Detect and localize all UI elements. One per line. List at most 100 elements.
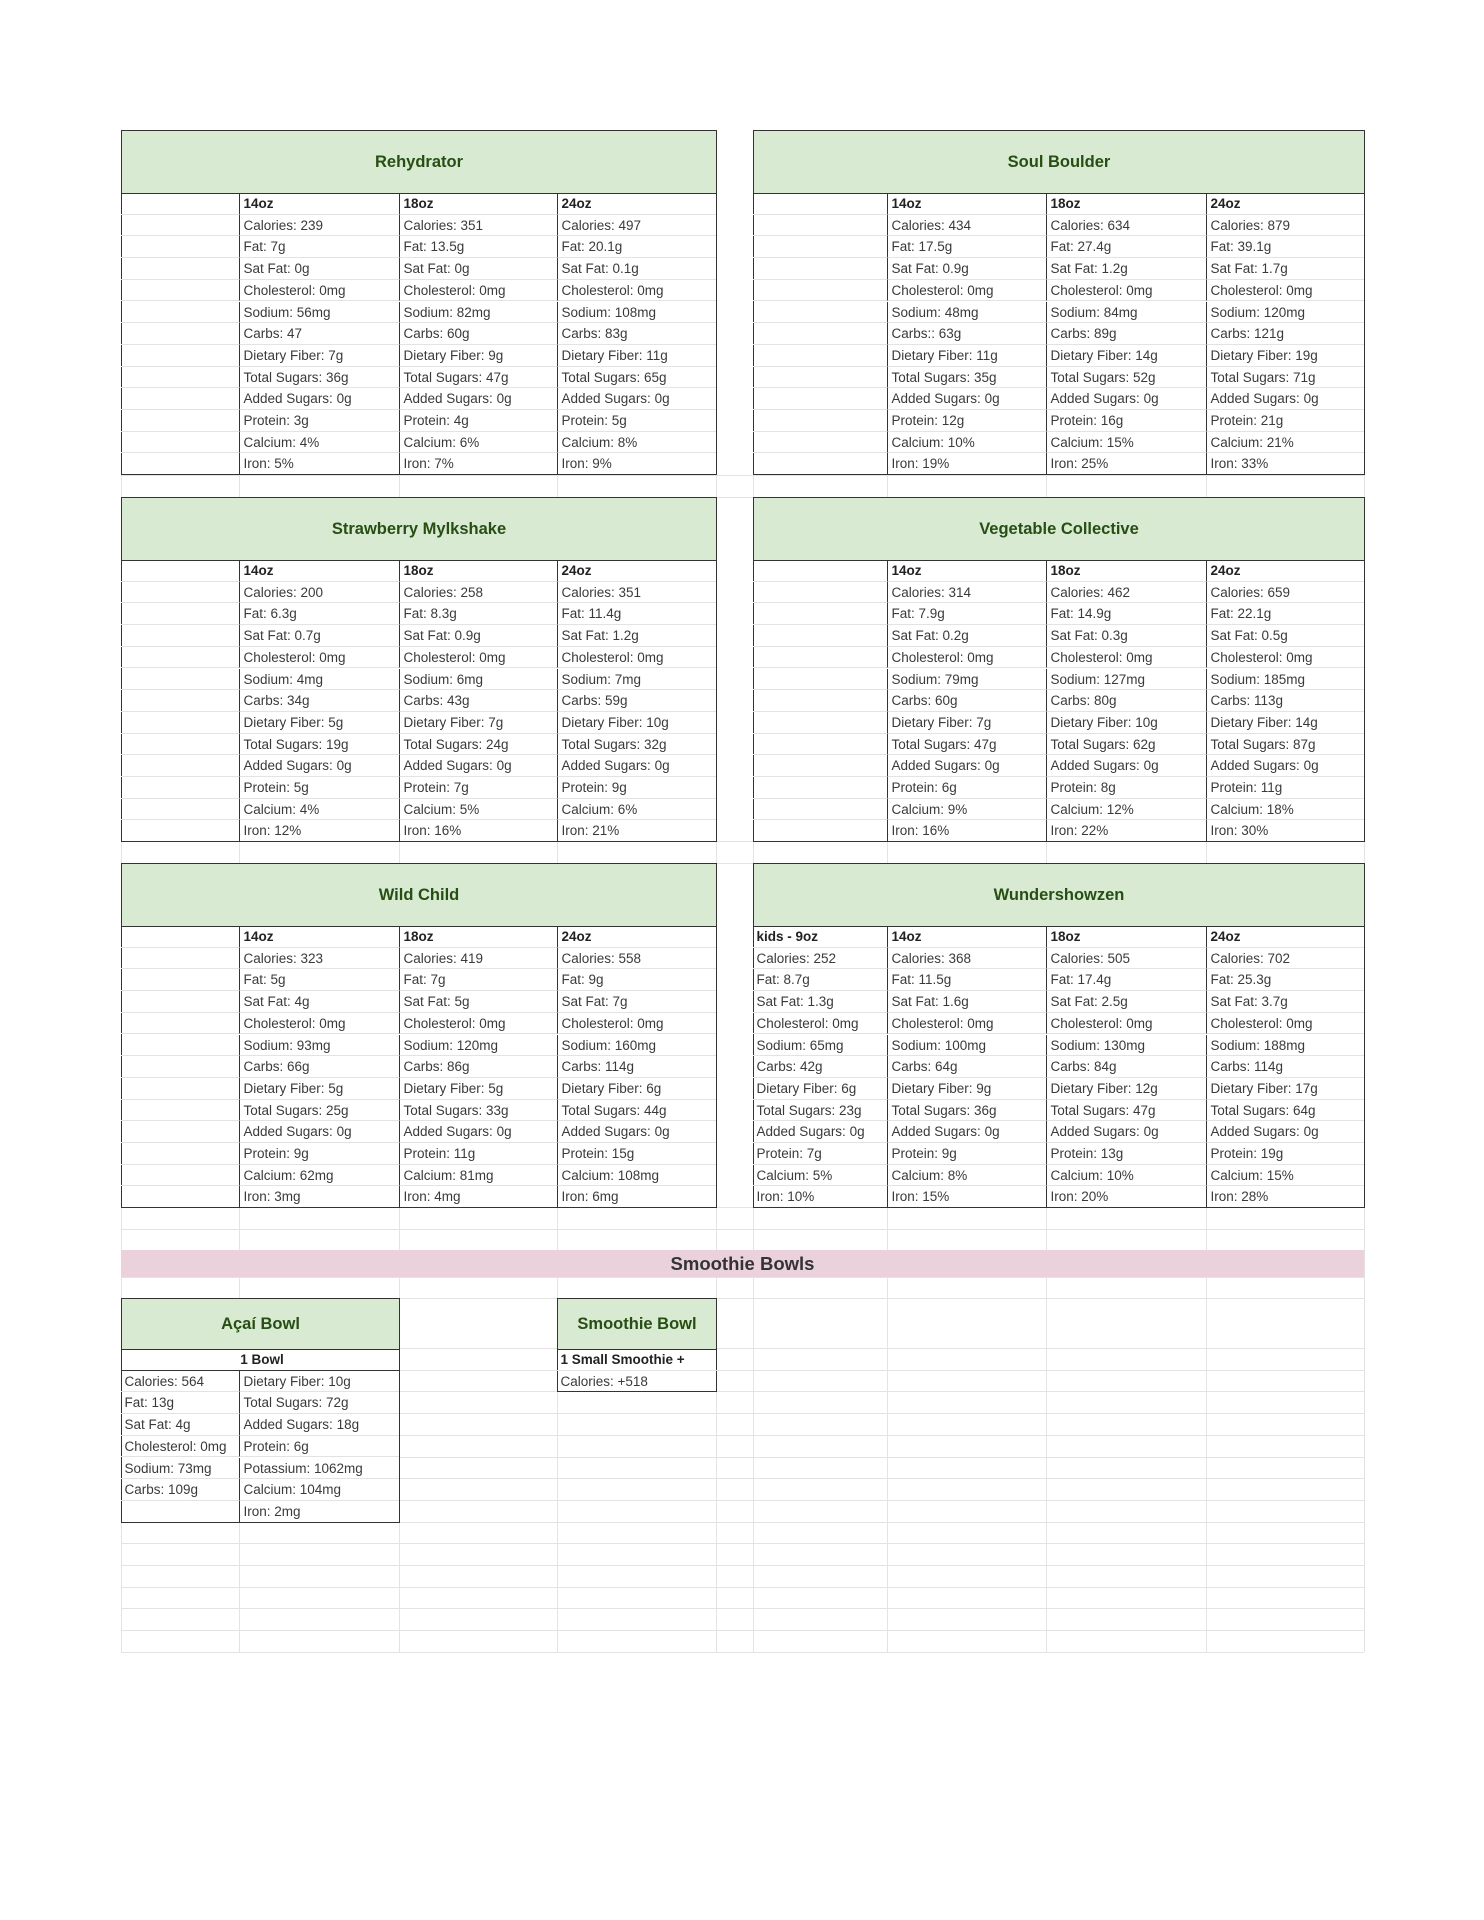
nutrition-cell (120, 1143, 239, 1165)
nutrition-cell: Added Sugars: 0g (1205, 755, 1364, 777)
nutrition-cell: Total Sugars: 72g (238, 1392, 399, 1415)
nutrition-cell: Calories: 634 (1045, 214, 1206, 237)
nutrition-cell: Fat: 14.9g (1045, 603, 1206, 626)
grid-line (121, 497, 1364, 498)
nutrition-cell: Added Sugars: 0g (398, 755, 557, 777)
nutrition-cell: Sodium: 65mg (752, 1035, 887, 1057)
nutrition-cell: Iron: 9% (556, 453, 716, 476)
section-header-smoothie-bowls: Smoothie Bowls (121, 1250, 1364, 1277)
nutrition-cell: Dietary Fiber: 5g (238, 711, 399, 734)
nutrition-cell: Cholesterol: 0mg (556, 1012, 716, 1035)
nutrition-cell: Sat Fat: 4g (120, 1414, 239, 1436)
nutrition-cell: Fat: 39.1g (1205, 236, 1364, 259)
nutrition-cell: Calories: 200 (238, 581, 399, 604)
nutrition-cell: Calories: 462 (1045, 581, 1206, 604)
nutrition-cell: Potassium: 1062mg (238, 1457, 399, 1480)
size-header: 24oz (556, 193, 716, 215)
size-header: 18oz (1045, 926, 1206, 948)
nutrition-cell: Carbs: 80g (1045, 690, 1206, 712)
nutrition-cell (752, 669, 887, 691)
nutrition-cell: Protein: 15g (556, 1143, 716, 1165)
nutrition-cell: Sodium: 185mg (1205, 668, 1364, 691)
nutrition-cell: Protein: 16g (1045, 410, 1206, 432)
nutrition-cell: Carbs: 47 (238, 323, 399, 345)
nutrition-cell: Fat: 11.4g (556, 603, 716, 626)
nutrition-cell: Fat: 7g (398, 969, 557, 992)
size-header: 14oz (238, 926, 399, 948)
nutrition-cell: Carbs: 84g (1045, 1056, 1206, 1078)
grid-line (121, 863, 1364, 864)
nutrition-cell: Calories: 351 (398, 214, 557, 237)
nutrition-cell (120, 1100, 239, 1122)
nutrition-cell: Fat: 13g (120, 1392, 239, 1415)
nutrition-cell (120, 582, 239, 604)
nutrition-cell: Cholesterol: 0mg (752, 1013, 887, 1035)
section-title: Smoothie Bowls (670, 1252, 815, 1274)
nutrition-cell: Added Sugars: 0g (886, 388, 1046, 410)
grid-line (121, 1369, 1364, 1371)
nutrition-cell: Dietary Fiber: 10g (238, 1370, 399, 1393)
nutrition-cell (752, 236, 887, 259)
nutrition-cell: Cholesterol: 0mg (238, 1012, 399, 1035)
grid-line (121, 1207, 1364, 1208)
size-header: 14oz (238, 193, 399, 215)
nutrition-cell: Sat Fat: 0.3g (1045, 625, 1206, 647)
nutrition-cell: Cholesterol: 0mg (886, 279, 1046, 302)
nutrition-cell: Fat: 5g (238, 969, 399, 992)
nutrition-cell: Carbs: 34g (238, 690, 399, 712)
nutrition-cell: Sodium: 82mg (398, 301, 557, 324)
grid-line (121, 1456, 1364, 1458)
nutrition-cell: Calories: 879 (1205, 214, 1364, 237)
nutrition-cell: Sat Fat: 0g (238, 258, 399, 280)
nutrition-cell: Added Sugars: 0g (1045, 1121, 1206, 1143)
nutrition-cell: Total Sugars: 65g (556, 366, 716, 389)
nutrition-cell: Dietary Fiber: 14g (1205, 711, 1364, 734)
size-header: 18oz (1045, 193, 1206, 215)
size-header (120, 926, 239, 948)
nutrition-cell: Dietary Fiber: 17g (1205, 1077, 1364, 1100)
nutrition-cell (120, 388, 239, 410)
nutrition-cell: Protein: 12g (886, 410, 1046, 432)
nutrition-cell: Calcium: 81mg (398, 1164, 557, 1187)
nutrition-cell: Calories: 252 (752, 948, 887, 970)
nutrition-cell: Cholesterol: 0mg (398, 646, 557, 669)
acai-bowl-header: Açaí Bowl (122, 1299, 399, 1350)
nutrition-cell (752, 603, 887, 626)
nutrition-cell: Added Sugars: 0g (238, 388, 399, 410)
nutrition-cell: Carbs: 42g (752, 1056, 887, 1078)
nutrition-cell: Cholesterol: 0mg (120, 1436, 239, 1458)
nutrition-cell: Sat Fat: 1.2g (1045, 258, 1206, 280)
nutrition-cell: Cholesterol: 0mg (1205, 646, 1364, 669)
nutrition-cell: Total Sugars: 64g (1205, 1099, 1364, 1122)
drink-title-header: Rehydrator (122, 131, 716, 194)
nutrition-cell (752, 690, 887, 712)
nutrition-cell: Sat Fat: 1.6g (886, 991, 1046, 1013)
nutrition-cell: Cholesterol: 0mg (238, 279, 399, 302)
nutrition-cell: Cholesterol: 0mg (1045, 279, 1206, 302)
nutrition-cell (752, 388, 887, 410)
grid-line (121, 1565, 1364, 1566)
nutrition-cell: Cholesterol: 0mg (398, 1012, 557, 1035)
nutrition-cell: Calories: 239 (238, 214, 399, 237)
nutrition-cell: Calories: 368 (886, 947, 1046, 970)
nutrition-cell: Calories: 351 (556, 581, 716, 604)
nutrition-cell: Calcium: 104mg (238, 1479, 399, 1501)
nutrition-cell: Carbs: 83g (556, 323, 716, 345)
grid-line (121, 1499, 1364, 1501)
nutrition-cell: Total Sugars: 47g (398, 366, 557, 389)
nutrition-cell: Dietary Fiber: 10g (1045, 711, 1206, 734)
nutrition-cell: Protein: 7g (752, 1143, 887, 1165)
nutrition-cell: Calcium: 108mg (556, 1164, 716, 1187)
nutrition-cell: Fat: 8.7g (752, 969, 887, 992)
drink-card: Wild Child 14oz Calories: 323 Fat: 5g Sat Fa… (120, 863, 717, 1209)
drink-title: Rehydrator (374, 152, 464, 171)
nutrition-cell: Sodium: 160mg (556, 1034, 716, 1057)
nutrition-cell: Protein: 9g (238, 1143, 399, 1165)
nutrition-cell (752, 734, 887, 756)
nutrition-cell (120, 712, 239, 734)
nutrition-cell: Protein: 19g (1205, 1143, 1364, 1165)
size-header: 24oz (1205, 926, 1364, 948)
nutrition-cell: Fat: 20.1g (556, 236, 716, 259)
acai-bowl-card: Açaí Bowl 1 Bowl Calories: 564 Dietary Fibe… (120, 1298, 400, 1523)
drink-title: Strawberry Mylkshake (331, 519, 507, 538)
